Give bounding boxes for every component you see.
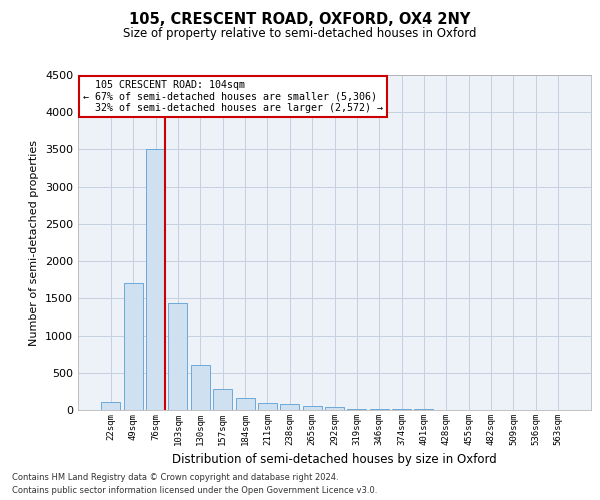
Text: 105 CRESCENT ROAD: 104sqm
← 67% of semi-detached houses are smaller (5,306)
  32: 105 CRESCENT ROAD: 104sqm ← 67% of semi-… bbox=[83, 80, 383, 113]
Bar bbox=[302, 406, 322, 410]
Y-axis label: Number of semi-detached properties: Number of semi-detached properties bbox=[29, 140, 40, 346]
Text: Contains HM Land Registry data © Crown copyright and database right 2024.: Contains HM Land Registry data © Crown c… bbox=[12, 472, 338, 482]
Bar bbox=[146, 150, 165, 410]
Bar bbox=[347, 408, 367, 410]
Bar bbox=[191, 364, 210, 410]
Bar bbox=[370, 409, 389, 410]
Bar bbox=[213, 389, 232, 410]
Bar bbox=[124, 284, 143, 410]
Bar bbox=[325, 407, 344, 410]
Bar bbox=[280, 404, 299, 410]
Bar bbox=[169, 303, 187, 410]
X-axis label: Distribution of semi-detached houses by size in Oxford: Distribution of semi-detached houses by … bbox=[172, 454, 497, 466]
Text: Size of property relative to semi-detached houses in Oxford: Size of property relative to semi-detach… bbox=[123, 28, 477, 40]
Bar bbox=[101, 402, 121, 410]
Bar bbox=[258, 402, 277, 410]
Text: 105, CRESCENT ROAD, OXFORD, OX4 2NY: 105, CRESCENT ROAD, OXFORD, OX4 2NY bbox=[130, 12, 470, 28]
Text: Contains public sector information licensed under the Open Government Licence v3: Contains public sector information licen… bbox=[12, 486, 377, 495]
Bar bbox=[236, 398, 254, 410]
